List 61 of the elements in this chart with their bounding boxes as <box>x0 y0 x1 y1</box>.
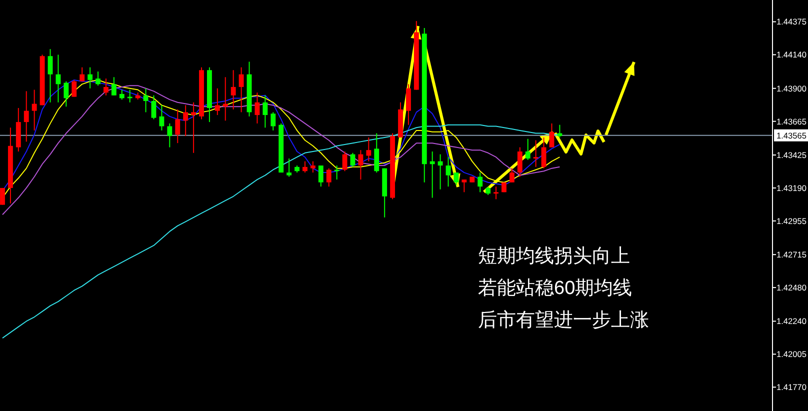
candlestick <box>533 140 538 168</box>
candlestick <box>96 71 100 86</box>
candlestick <box>254 92 260 124</box>
y-tick-label: 1.43665 <box>776 116 807 126</box>
y-tick-label: 1.41770 <box>776 382 807 392</box>
candlestick <box>175 108 180 144</box>
candlestick <box>406 84 411 126</box>
candlestick <box>262 94 268 128</box>
candlestick <box>462 179 467 193</box>
candlestick <box>222 76 228 122</box>
candlestick <box>302 160 308 174</box>
candlestick <box>24 90 29 142</box>
y-tick-label: 1.43900 <box>776 83 807 94</box>
candlestick <box>111 76 116 96</box>
y-tick-label: 1.42715 <box>776 250 807 260</box>
candlestick <box>48 48 53 103</box>
ref-line-label: 1.43565 <box>776 130 807 140</box>
line-series <box>2 85 560 216</box>
annotation: 后市有望进一步上涨 <box>478 309 649 331</box>
candlestick <box>167 122 172 148</box>
candlestick <box>238 66 244 113</box>
candlestick <box>310 160 316 174</box>
candlestick <box>509 168 514 183</box>
candlestick <box>88 66 93 89</box>
candlestick <box>183 104 188 137</box>
candlestick <box>214 88 220 116</box>
candlestick <box>478 172 483 193</box>
candlestick <box>358 150 364 180</box>
y-tick-label: 1.42240 <box>776 316 807 326</box>
annotation: 若能站稳60期均线 <box>478 278 632 299</box>
candlestick <box>366 136 372 162</box>
candlestick <box>374 132 380 174</box>
candlestick <box>318 165 324 188</box>
candlestick <box>270 112 276 131</box>
candlestick <box>334 165 340 180</box>
candlestick <box>286 158 292 178</box>
y-tick-label: 1.42005 <box>776 349 807 360</box>
candlestick <box>517 146 522 178</box>
candlestick <box>230 70 236 110</box>
y-tick-label: 1.44375 <box>776 16 807 27</box>
annotation: 短期均线拐头向上 <box>478 246 630 267</box>
y-tick-label: 1.42480 <box>776 282 807 293</box>
candlestick <box>525 138 530 160</box>
candlestick <box>326 168 332 188</box>
candlestick <box>72 79 77 98</box>
candlestick <box>0 187 5 206</box>
candlestick <box>191 102 196 154</box>
candlestick <box>549 122 554 148</box>
candlestick <box>541 136 546 169</box>
candlestick <box>151 94 156 120</box>
candlestick <box>104 78 108 96</box>
candlestick <box>64 80 69 108</box>
candlestick <box>119 89 124 100</box>
y-tick-label: 1.43425 <box>776 150 807 160</box>
candlestick <box>159 104 164 131</box>
candlestick <box>494 186 498 200</box>
candlestick <box>32 89 37 131</box>
candlestick <box>80 66 85 82</box>
y-tick-label: 1.43190 <box>776 182 807 193</box>
y-tick-label: 1.44140 <box>776 50 807 60</box>
y-tick-label: 1.42955 <box>776 216 807 226</box>
